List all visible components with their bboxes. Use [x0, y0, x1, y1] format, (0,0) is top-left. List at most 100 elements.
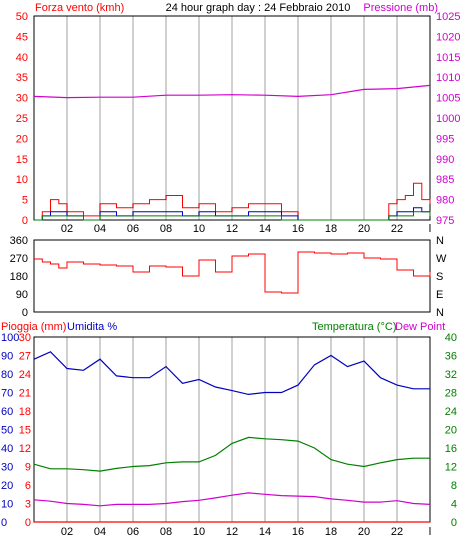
- chart-title: 24 hour graph day : 24 Febbraio 2010: [166, 2, 351, 14]
- temperature-tick-label: 4: [451, 499, 457, 511]
- rain-tick-label: 3: [25, 499, 31, 511]
- x-tick-label: 22: [391, 223, 403, 235]
- wind-tick-label: 50: [16, 11, 28, 23]
- direction-degree-label: 360: [10, 235, 28, 247]
- x-tick-label: 14: [259, 223, 271, 235]
- temperature-tick-label: 40: [445, 332, 457, 344]
- temperature-axis-label: Temperatura (°C): [312, 321, 396, 333]
- temperature-tick-label: 8: [451, 480, 457, 492]
- x-tick-label: 18: [325, 223, 337, 235]
- temperature-tick-label: 24: [445, 406, 457, 418]
- compass-label: N: [436, 307, 444, 319]
- temperature-tick-label: 0: [451, 517, 457, 529]
- x-tick-label: 06: [127, 223, 139, 235]
- pressure-tick-label: 1020: [436, 31, 460, 43]
- panel-frame: [33, 15, 431, 221]
- temperature-tick-label: 16: [445, 443, 457, 455]
- humidity-tick-label: 100: [1, 332, 19, 344]
- rain-tick-label: 12: [19, 443, 31, 455]
- wind-tick-label: 20: [16, 133, 28, 145]
- x-tick-label: 08: [160, 526, 172, 538]
- wind-tick-label: 15: [16, 154, 28, 166]
- humidity-tick-label: 90: [1, 351, 13, 363]
- humidity-tick-label: 60: [1, 406, 13, 418]
- direction-degree-label: 90: [16, 289, 28, 301]
- x-tick-label: 20: [358, 526, 370, 538]
- wind-pressure-panel: 0510152025303540455097598098599099510001…: [16, 11, 460, 235]
- wind-tick-label: 30: [16, 93, 28, 105]
- humidity-tick-label: 0: [1, 517, 7, 529]
- pressure-tick-label: 995: [436, 133, 454, 145]
- humidity-tick-label: 40: [1, 443, 13, 455]
- wind-direction-series: [34, 251, 431, 294]
- direction-degree-label: 0: [22, 307, 28, 319]
- humidity-tick-label: 20: [1, 480, 13, 492]
- rain-humidity-temperature-panel: 0102030405060708090100036912151821242730…: [1, 332, 457, 538]
- compass-label: S: [436, 271, 443, 283]
- x-tick-label: 02: [61, 223, 73, 235]
- x-tick-label: 20: [358, 223, 370, 235]
- wind-tick-label: 0: [22, 215, 28, 227]
- rain-tick-label: 6: [25, 480, 31, 492]
- x-tick-label: 16: [292, 526, 304, 538]
- rain-tick-label: 9: [25, 462, 31, 474]
- pressure-tick-label: 1010: [436, 72, 460, 84]
- wind-tick-label: 5: [22, 195, 28, 207]
- x-tick-label: 14: [259, 526, 271, 538]
- pressure-series: [33, 84, 431, 99]
- temperature-series: [33, 436, 430, 472]
- rain-tick-label: 18: [19, 406, 31, 418]
- x-tick-label: 08: [160, 223, 172, 235]
- wind-tick-label: 35: [16, 72, 28, 84]
- dewpoint-axis-label: Dew Point: [395, 321, 445, 333]
- pressure-axis-label: Pressione (mb): [363, 2, 438, 14]
- x-tick-label: 18: [325, 526, 337, 538]
- humidity-tick-label: 70: [1, 388, 13, 400]
- wind-tick-label: 10: [16, 174, 28, 186]
- wind-axis-label: Forza vento (kmh): [35, 2, 124, 14]
- rain-tick-label: 27: [19, 351, 31, 363]
- x-tick-label: 22: [391, 526, 403, 538]
- pressure-tick-label: 1000: [436, 113, 460, 125]
- x-tick-label: l: [429, 223, 431, 235]
- rain-tick-label: 24: [19, 369, 31, 381]
- x-tick-label: 10: [193, 223, 205, 235]
- x-tick-label: 04: [94, 223, 106, 235]
- pressure-tick-label: 975: [436, 215, 454, 227]
- x-tick-label: 02: [61, 526, 73, 538]
- pressure-tick-label: 1025: [436, 11, 460, 23]
- x-tick-label: 06: [127, 526, 139, 538]
- humidity-tick-label: 10: [1, 499, 13, 511]
- humidity-tick-label: 30: [1, 462, 13, 474]
- temperature-tick-label: 12: [445, 462, 457, 474]
- dew-point-series: [33, 492, 431, 507]
- rain-tick-label: 0: [25, 517, 31, 529]
- direction-degree-label: 180: [10, 271, 28, 283]
- pressure-tick-label: 990: [436, 154, 454, 166]
- wind-average-series: [34, 211, 431, 221]
- temperature-tick-label: 32: [445, 369, 457, 381]
- compass-label: W: [436, 253, 447, 265]
- wind-tick-label: 45: [16, 31, 28, 43]
- humidity-axis-label: Umidita %: [67, 321, 117, 333]
- temperature-tick-label: 20: [445, 425, 457, 437]
- x-tick-label: 12: [226, 223, 238, 235]
- rain-tick-label: 21: [19, 388, 31, 400]
- humidity-tick-label: 50: [1, 425, 13, 437]
- humidity-tick-label: 80: [1, 369, 13, 381]
- compass-label: N: [436, 235, 444, 247]
- pressure-tick-label: 1005: [436, 93, 460, 105]
- direction-degree-label: 270: [10, 253, 28, 265]
- rain-tick-label: 30: [19, 332, 31, 344]
- x-tick-label: 16: [292, 223, 304, 235]
- x-tick-label: 12: [226, 526, 238, 538]
- humidity-series: [33, 351, 430, 396]
- pressure-tick-label: 1015: [436, 52, 460, 64]
- temperature-tick-label: 28: [445, 388, 457, 400]
- temperature-tick-label: 36: [445, 351, 457, 363]
- wind-tick-label: 40: [16, 52, 28, 64]
- x-tick-label: 04: [94, 526, 106, 538]
